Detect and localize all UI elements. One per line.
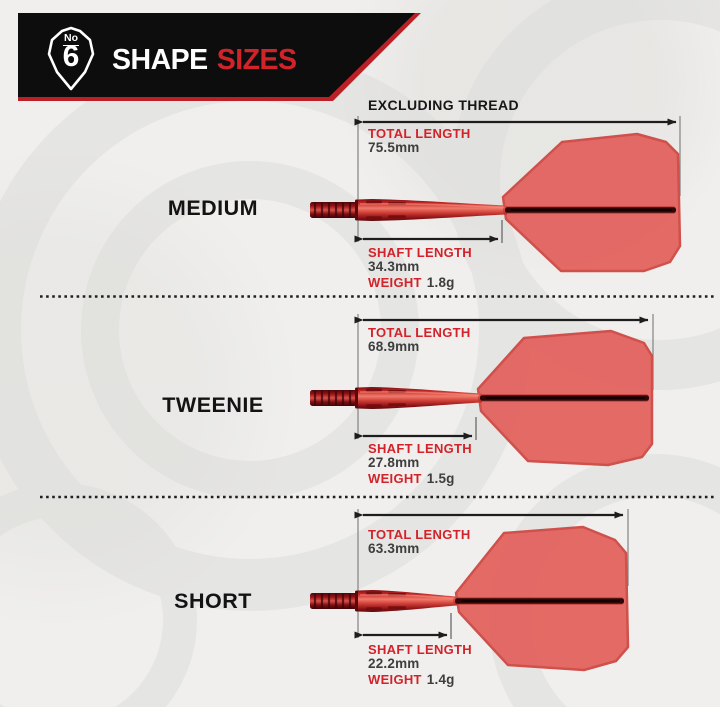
medium-dart (310, 132, 682, 273)
header-banner (18, 13, 421, 101)
medium-weight-label: WEIGHT (368, 275, 422, 290)
tweenie-shaft-length-label: SHAFT LENGTH (368, 441, 472, 456)
short-measure-lines (354, 509, 629, 639)
no6-badge-icon (47, 26, 95, 91)
medium-total-length-label: TOTAL LENGTH (368, 126, 471, 141)
title-accent: SIZES (216, 44, 297, 76)
section-name-medium: MEDIUM (167, 196, 259, 220)
short-shaft-length-label: SHAFT LENGTH (368, 642, 472, 657)
excluding-thread-label: EXCLUDING THREAD (368, 97, 520, 113)
tweenie-weight-label: WEIGHT (368, 471, 422, 486)
short-total-length-label: TOTAL LENGTH (368, 527, 471, 542)
tweenie-total-length-label: TOTAL LENGTH (368, 325, 471, 340)
short-total-length-value: 63.3mm (368, 541, 420, 556)
tweenie-total-length-value: 68.9mm (368, 339, 420, 354)
tweenie-weight-row: WEIGHT 1.5g (368, 470, 455, 488)
short-weight-value: 1.4g (426, 672, 455, 687)
tweenie-measure-lines (354, 314, 654, 440)
title-primary: SHAPE (112, 44, 208, 76)
medium-weight-row: WEIGHT 1.8g (368, 274, 455, 292)
short-shaft-length-value: 22.2mm (368, 656, 420, 671)
medium-shaft-length-label: SHAFT LENGTH (368, 245, 472, 260)
page-title: SHAPE SIZES (112, 44, 297, 77)
medium-total-length-value: 75.5mm (368, 140, 420, 155)
section-name-short: SHORT (174, 589, 252, 613)
section-name-tweenie: TWEENIE (162, 393, 264, 417)
short-dart (310, 525, 630, 672)
medium-shaft-length-value: 34.3mm (368, 259, 420, 274)
short-weight-label: WEIGHT (368, 672, 422, 687)
badge-number: 6 (62, 40, 80, 73)
tweenie-dart (310, 329, 654, 467)
tweenie-shaft-length-value: 27.8mm (368, 455, 420, 470)
tweenie-weight-value: 1.5g (426, 471, 455, 486)
short-weight-row: WEIGHT 1.4g (368, 671, 455, 689)
medium-measure-lines (354, 116, 681, 243)
badge-no-label: No (63, 32, 79, 46)
medium-weight-value: 1.8g (426, 275, 455, 290)
